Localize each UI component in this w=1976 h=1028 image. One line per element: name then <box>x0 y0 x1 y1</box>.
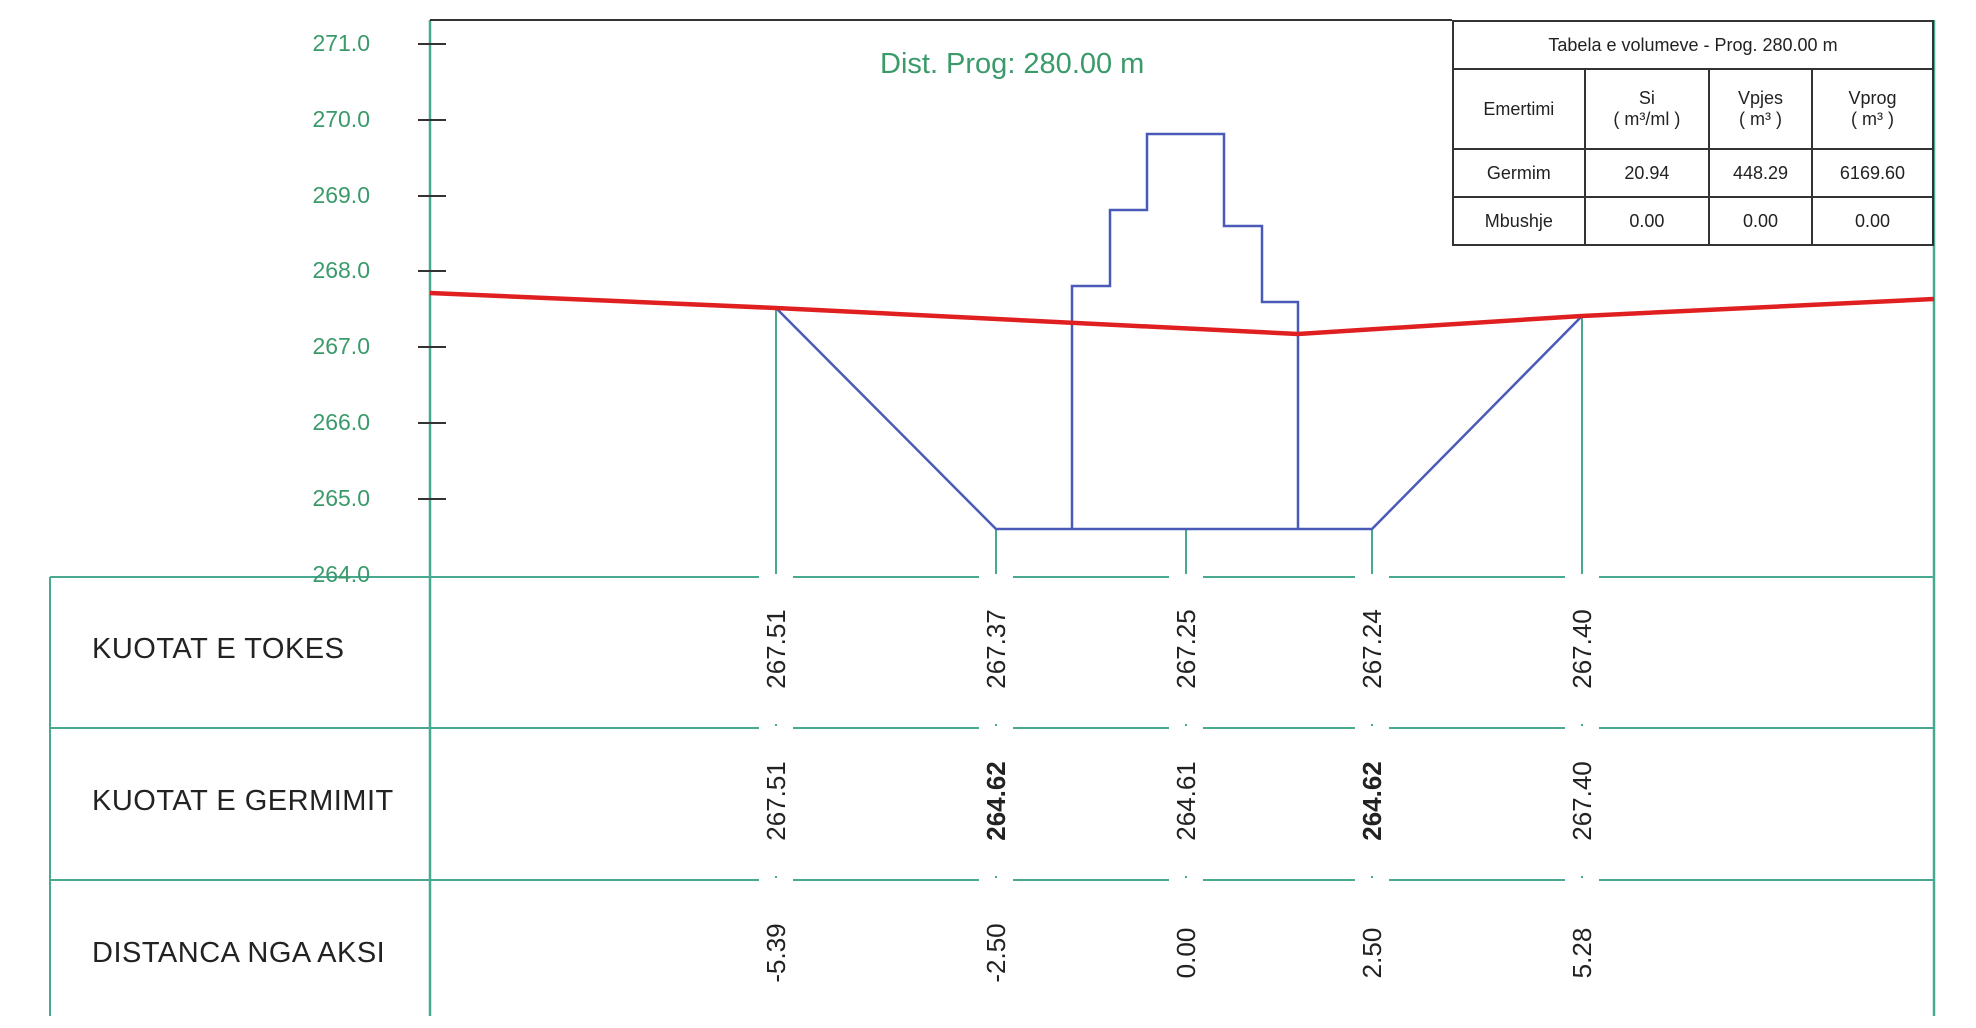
volume-table-cell: 6169.60 <box>1810 148 1935 198</box>
volume-table-header: Si ( m³/ml ) <box>1583 68 1711 150</box>
elevation-label: 268.0 <box>312 257 370 283</box>
volume-table-cell: 20.94 <box>1583 148 1711 198</box>
excavation-elevation-value: 264.62 <box>979 726 1013 876</box>
volume-table-caption: Tabela e volumeve - Prog. 280.00 m <box>1452 20 1934 70</box>
row-label-excavation-elevations: KUOTAT E GERMIMIT <box>92 785 394 817</box>
elevation-label: 265.0 <box>312 485 370 511</box>
volume-table-cell: 0.00 <box>1708 196 1813 246</box>
row-label-axis-distance: DISTANCA NGA AKSI <box>92 937 386 969</box>
volume-table-cell: 0.00 <box>1810 196 1935 246</box>
volume-table-cell: 448.29 <box>1708 148 1813 198</box>
axis-distance-value: 5.28 <box>1565 878 1599 1028</box>
volume-table-header: Vpjes ( m³ ) <box>1708 68 1813 150</box>
volume-table: Tabela e volumeve - Prog. 280.00 m Emert… <box>1452 20 1935 246</box>
axis-distance-value: -2.50 <box>979 878 1013 1028</box>
ground-elevation-value: 267.37 <box>979 574 1013 724</box>
volume-table-cell: Mbushje <box>1452 196 1586 246</box>
ground-line <box>429 290 1935 337</box>
distance-progressive-title: Dist. Prog: 280.00 m <box>880 48 1145 80</box>
volume-table-header: Vprog ( m³ ) <box>1810 68 1935 150</box>
axis-distance-value: 2.50 <box>1355 878 1389 1028</box>
axis-distance-value: -5.39 <box>759 878 793 1028</box>
ground-elevation-value: 267.51 <box>759 574 793 724</box>
ground-elevation-value: 267.24 <box>1355 574 1389 724</box>
excavation-elevation-value: 264.61 <box>1169 726 1203 876</box>
excavation-elevation-value: 264.62 <box>1355 726 1389 876</box>
elevation-label: 264.0 <box>312 561 370 587</box>
elevation-label: 271.0 <box>312 30 370 56</box>
excavation-elevation-value: 267.51 <box>759 726 793 876</box>
axis-distance-value: 0.00 <box>1169 878 1203 1028</box>
ground-elevation-value: 267.25 <box>1169 574 1203 724</box>
elevation-ticks <box>418 43 446 500</box>
row-label-ground-elevations: KUOTAT E TOKES <box>92 633 345 665</box>
elevation-label: 266.0 <box>312 409 370 435</box>
excavation-elevation-value: 267.40 <box>1565 726 1599 876</box>
ground-elevation-value: 267.40 <box>1565 574 1599 724</box>
volume-table-cell: 0.00 <box>1583 196 1711 246</box>
volume-table-cell: Germim <box>1452 148 1586 198</box>
elevation-label: 270.0 <box>312 106 370 132</box>
structure-profile <box>1070 132 1300 529</box>
elevation-label: 269.0 <box>312 182 370 208</box>
elevation-label: 267.0 <box>312 333 370 359</box>
volume-table-header: Emertimi <box>1452 68 1586 150</box>
excavation-profile <box>775 307 1583 531</box>
